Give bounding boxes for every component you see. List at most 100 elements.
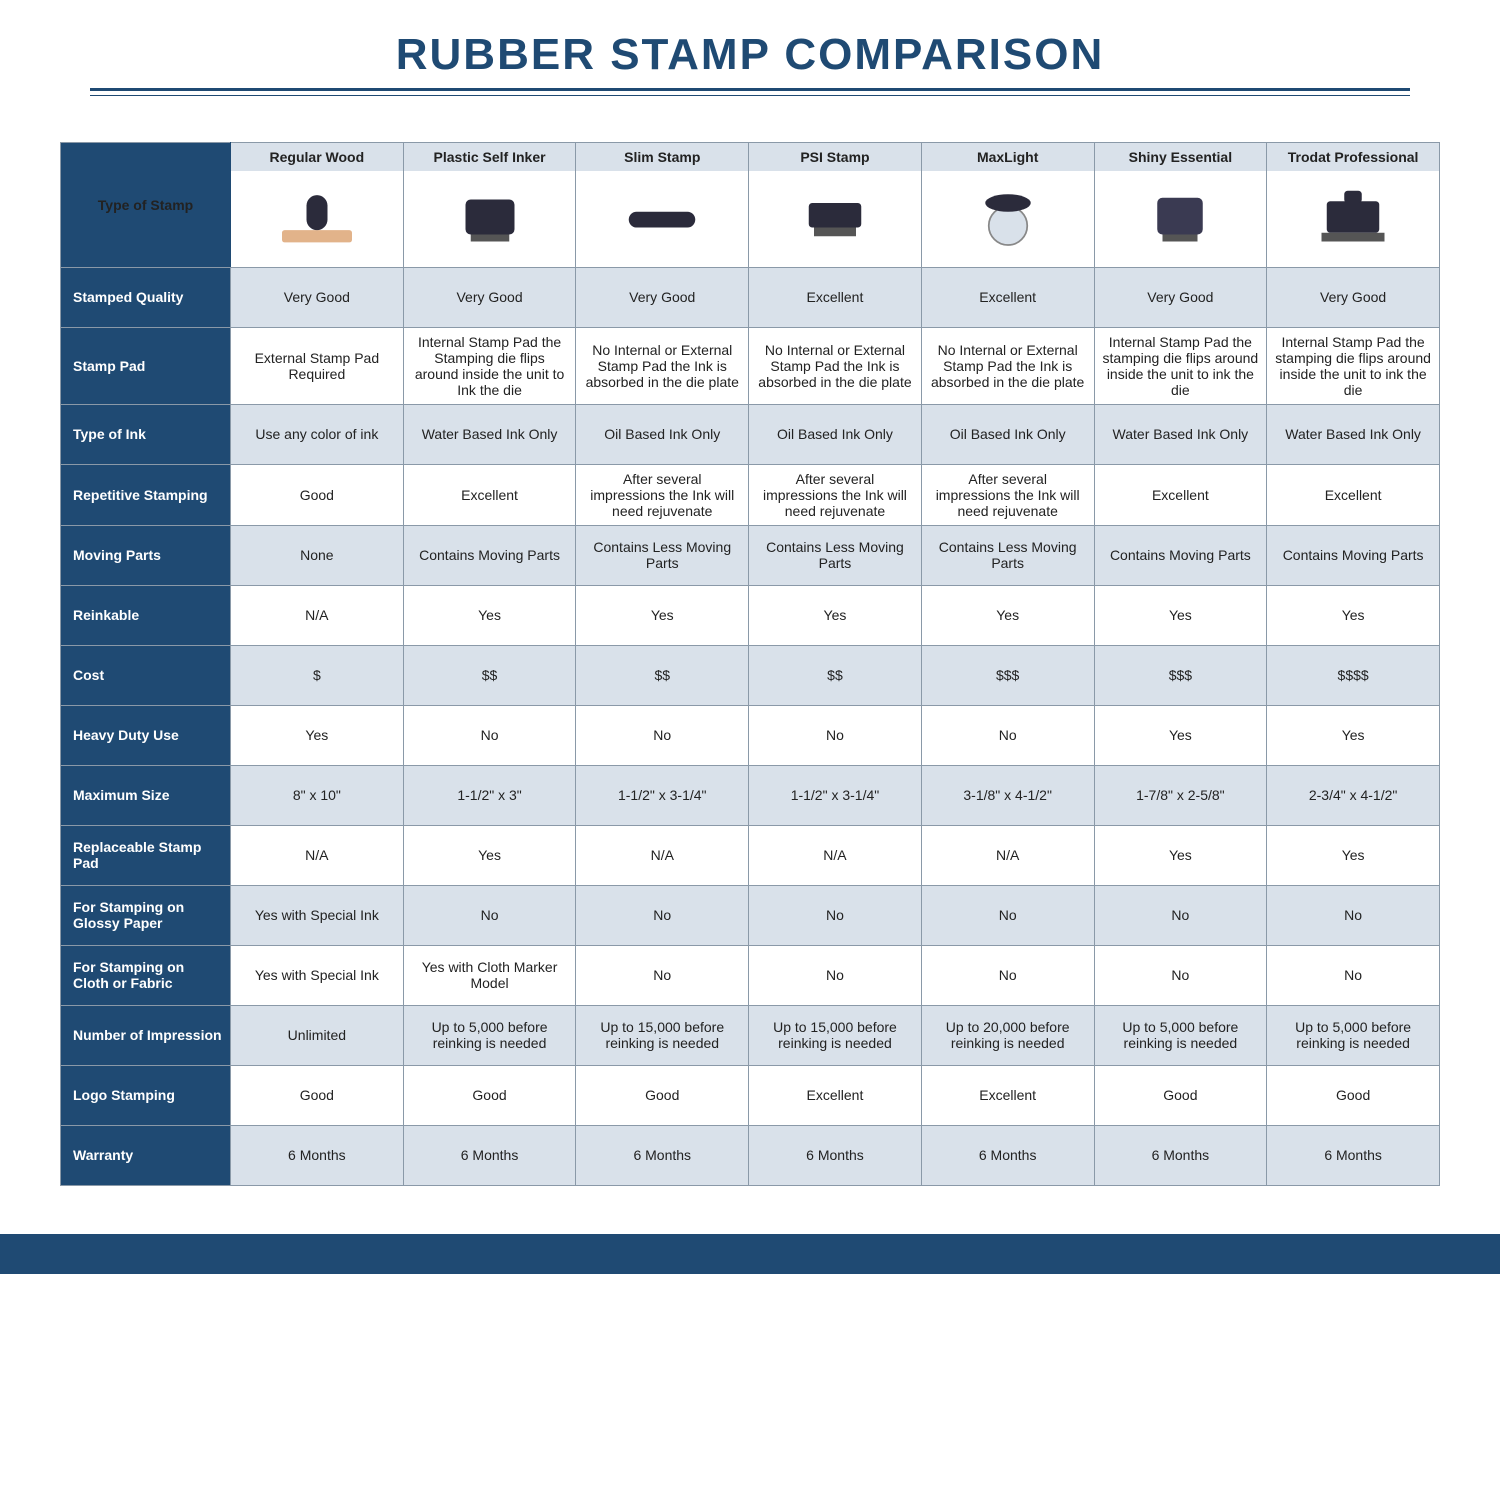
row-repetitive: Repetitive Stamping Good Excellent After… xyxy=(61,464,1440,525)
row-glossy-paper: For Stamping on Glossy Paper Yes with Sp… xyxy=(61,885,1440,945)
cell: Excellent xyxy=(749,267,922,327)
cell: No xyxy=(921,705,1094,765)
row-cost: Cost $ $$ $$ $$ $$$ $$$ $$$$ xyxy=(61,645,1440,705)
cell: 6 Months xyxy=(1267,1125,1440,1185)
cell: Unlimited xyxy=(231,1005,404,1065)
row-label: Repetitive Stamping xyxy=(61,464,231,525)
cell: Water Based Ink Only xyxy=(1267,404,1440,464)
stamp-image-trodat-professional xyxy=(1267,171,1440,267)
row-heavy-duty: Heavy Duty Use Yes No No No No Yes Yes xyxy=(61,705,1440,765)
cell: Yes xyxy=(1094,825,1267,885)
cell: Good xyxy=(576,1065,749,1125)
maxlight-icon xyxy=(963,182,1053,252)
cell: Very Good xyxy=(403,267,576,327)
cell: No xyxy=(921,945,1094,1005)
title-rule-thin xyxy=(90,95,1410,96)
cell: Good xyxy=(1094,1065,1267,1125)
cell: Contains Moving Parts xyxy=(403,525,576,585)
col-head-0: Regular Wood xyxy=(231,143,404,172)
cell: Yes xyxy=(749,585,922,645)
cell: N/A xyxy=(231,585,404,645)
cell: Up to 15,000 before reinking is needed xyxy=(749,1005,922,1065)
col-head-5: Shiny Essential xyxy=(1094,143,1267,172)
row-label: Logo Stamping xyxy=(61,1065,231,1125)
row-label-type-of-stamp: Type of Stamp xyxy=(61,143,231,268)
cell: 2-3/4" x 4-1/2" xyxy=(1267,765,1440,825)
cell: Yes with Cloth Marker Model xyxy=(403,945,576,1005)
cell: 1-7/8" x 2-5/8" xyxy=(1094,765,1267,825)
cell: Very Good xyxy=(1094,267,1267,327)
row-label: Replaceable Stamp Pad xyxy=(61,825,231,885)
stamp-image-shiny-essential xyxy=(1094,171,1267,267)
stamp-image-maxlight xyxy=(921,171,1094,267)
cell: Very Good xyxy=(576,267,749,327)
cell: No xyxy=(749,945,922,1005)
cell: 6 Months xyxy=(231,1125,404,1185)
cell: Contains Moving Parts xyxy=(1094,525,1267,585)
cell: No Internal or External Stamp Pad the In… xyxy=(921,327,1094,404)
cell: Internal Stamp Pad the stamping die flip… xyxy=(1094,327,1267,404)
cell: Contains Less Moving Parts xyxy=(749,525,922,585)
cell: $$ xyxy=(749,645,922,705)
cell: Yes xyxy=(403,585,576,645)
cell: Excellent xyxy=(1094,464,1267,525)
cell: No xyxy=(749,705,922,765)
cell: Good xyxy=(231,464,404,525)
cell: Yes xyxy=(1267,825,1440,885)
cell: Yes xyxy=(403,825,576,885)
cell: No Internal or External Stamp Pad the In… xyxy=(749,327,922,404)
cell: No Internal or External Stamp Pad the In… xyxy=(576,327,749,404)
stamp-image-psi-stamp xyxy=(749,171,922,267)
cell: Yes with Special Ink xyxy=(231,945,404,1005)
row-max-size: Maximum Size 8" x 10" 1-1/2" x 3" 1-1/2"… xyxy=(61,765,1440,825)
cell: Yes xyxy=(1267,585,1440,645)
title-block: RUBBER STAMP COMPARISON xyxy=(0,0,1500,142)
cell: 6 Months xyxy=(576,1125,749,1185)
cell: $ xyxy=(231,645,404,705)
cell: 6 Months xyxy=(749,1125,922,1185)
cell: Yes xyxy=(231,705,404,765)
cell: Excellent xyxy=(921,1065,1094,1125)
cell: Excellent xyxy=(403,464,576,525)
psi-stamp-icon xyxy=(790,182,880,252)
cell: Up to 5,000 before reinking is needed xyxy=(403,1005,576,1065)
stamp-image-regular-wood xyxy=(231,171,404,267)
cell: Water Based Ink Only xyxy=(403,404,576,464)
stamp-image-plastic-self-inker xyxy=(403,171,576,267)
cell: 6 Months xyxy=(1094,1125,1267,1185)
footer-bar xyxy=(0,1234,1500,1274)
cell: Yes with Special Ink xyxy=(231,885,404,945)
cell: Very Good xyxy=(1267,267,1440,327)
cell: Oil Based Ink Only xyxy=(921,404,1094,464)
col-head-1: Plastic Self Inker xyxy=(403,143,576,172)
row-label: Reinkable xyxy=(61,585,231,645)
row-label: Warranty xyxy=(61,1125,231,1185)
cell: No xyxy=(749,885,922,945)
row-label: Heavy Duty Use xyxy=(61,705,231,765)
row-label: Moving Parts xyxy=(61,525,231,585)
cell: $$ xyxy=(403,645,576,705)
cell: Good xyxy=(231,1065,404,1125)
row-warranty: Warranty 6 Months 6 Months 6 Months 6 Mo… xyxy=(61,1125,1440,1185)
cell: Oil Based Ink Only xyxy=(749,404,922,464)
row-label: Stamped Quality xyxy=(61,267,231,327)
cell: $$ xyxy=(576,645,749,705)
cell: After several impressions the Ink will n… xyxy=(576,464,749,525)
wood-stamp-icon xyxy=(272,182,362,252)
cell: N/A xyxy=(231,825,404,885)
row-label: Cost xyxy=(61,645,231,705)
cell: 1-1/2" x 3" xyxy=(403,765,576,825)
slim-stamp-icon xyxy=(617,182,707,252)
cell: Use any color of ink xyxy=(231,404,404,464)
cell: $$$$ xyxy=(1267,645,1440,705)
stamp-image-slim-stamp xyxy=(576,171,749,267)
cell: 3-1/8" x 4-1/2" xyxy=(921,765,1094,825)
row-moving-parts: Moving Parts None Contains Moving Parts … xyxy=(61,525,1440,585)
cell: N/A xyxy=(576,825,749,885)
cell: 1-1/2" x 3-1/4" xyxy=(749,765,922,825)
cell: Good xyxy=(1267,1065,1440,1125)
row-stamped-quality: Stamped Quality Very Good Very Good Very… xyxy=(61,267,1440,327)
row-label: Number of Impression xyxy=(61,1005,231,1065)
row-label: Type of Ink xyxy=(61,404,231,464)
cell: Yes xyxy=(1094,705,1267,765)
